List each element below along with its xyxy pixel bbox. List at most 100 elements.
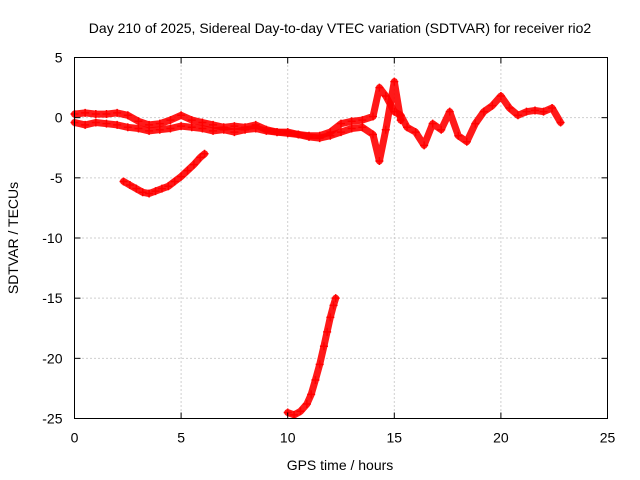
data-point-marker [445, 107, 454, 116]
data-point-marker [420, 141, 429, 150]
x-tick-label: 10 [280, 430, 296, 446]
data-point-marker [102, 119, 111, 128]
data-point-marker [273, 128, 282, 137]
data-point-marker [262, 126, 271, 135]
chart-title: Day 210 of 2025, Sidereal Day-to-day VTE… [89, 20, 592, 36]
data-point-marker [505, 104, 514, 113]
data-point-marker [157, 184, 166, 193]
data-point-marker [113, 108, 122, 117]
x-tick-label: 25 [600, 430, 616, 446]
data-point-marker [319, 342, 328, 351]
data-point-marker [390, 77, 399, 86]
data-point-marker [187, 123, 196, 132]
y-tick-label: -10 [42, 230, 62, 246]
data-point-marker [311, 375, 320, 384]
y-tick-label: -5 [50, 170, 63, 186]
series-trace [71, 84, 565, 149]
data-point-marker [437, 125, 446, 134]
data-point-marker [428, 119, 437, 128]
data-point-marker [358, 123, 367, 132]
data-point-marker [290, 410, 299, 419]
data-point-marker [177, 122, 186, 131]
data-point-marker [471, 119, 480, 128]
data-point-marker [337, 119, 345, 128]
x-tick-label: 15 [387, 430, 403, 446]
data-point-marker [251, 124, 260, 133]
data-point-marker [326, 131, 335, 140]
data-point-marker [132, 184, 141, 193]
data-point-marker [196, 153, 205, 162]
series-track-a [70, 83, 565, 150]
data-point-marker [125, 181, 134, 190]
series-track-c [119, 149, 209, 198]
data-point-marker [315, 134, 324, 143]
data-point-marker [138, 188, 147, 197]
data-point-marker [209, 126, 218, 135]
data-point-marker [522, 107, 531, 116]
data-point-marker [454, 131, 463, 140]
data-point-marker [539, 107, 548, 116]
data-point-marker [513, 111, 522, 120]
y-tick-label: 5 [55, 50, 63, 66]
data-point-marker [145, 189, 154, 198]
data-point-marker [488, 101, 497, 110]
data-point-marker [123, 111, 132, 120]
data-point-marker [283, 129, 292, 138]
x-tick-label: 5 [177, 430, 185, 446]
data-point-marker [166, 116, 175, 125]
data-point-marker [119, 177, 128, 186]
data-point-marker [296, 407, 305, 416]
data-point-marker [91, 118, 100, 127]
data-point-marker [315, 360, 324, 369]
x-axis-label: GPS time / hours [287, 457, 394, 473]
data-point-marker [479, 107, 488, 116]
data-point-marker [411, 128, 420, 137]
data-point-marker [531, 106, 540, 115]
data-point-marker [396, 116, 405, 125]
data-point-marker [102, 110, 111, 119]
data-point-marker [358, 116, 367, 125]
series-track-d [283, 294, 340, 419]
data-point-marker [177, 172, 186, 181]
data-point-marker [200, 149, 209, 158]
data-point-marker [347, 124, 356, 133]
data-point-marker [368, 112, 377, 121]
x-axis-ticks: 0 5 10 15 20 25 [71, 57, 616, 446]
data-point-marker [134, 124, 143, 133]
x-tick-label: 0 [71, 430, 79, 446]
data-point-marker [81, 108, 90, 117]
data-point-marker [145, 126, 154, 135]
data-point-marker [113, 120, 122, 129]
data-point-marker [166, 124, 175, 133]
data-point-marker [307, 390, 316, 399]
data-point-marker [347, 117, 356, 126]
data-point-marker [219, 125, 228, 134]
data-point-marker [187, 116, 196, 125]
data-point-marker [496, 92, 505, 101]
data-point-marker [302, 400, 311, 409]
y-tick-label: -20 [42, 350, 62, 366]
data-point-marker [198, 124, 207, 133]
y-axis-label: SDTVAR / TECUs [5, 182, 21, 294]
y-tick-label: -25 [42, 411, 62, 427]
data-point-marker [81, 120, 90, 129]
data-point-marker [331, 294, 340, 303]
data-point-marker [294, 130, 303, 139]
data-point-marker [183, 166, 192, 175]
data-point-marker [326, 313, 335, 322]
data-point-marker [323, 327, 332, 336]
y-axis-ticks: 5 0 -5 -10 -15 -20 -25 [42, 50, 608, 427]
data-point-marker [368, 130, 377, 139]
data-point-marker [462, 137, 471, 146]
data-point-marker [375, 83, 384, 92]
y-tick-label: -15 [42, 290, 62, 306]
data-point-marker [375, 156, 384, 165]
data-point-marker [189, 160, 198, 169]
data-series-group [70, 77, 565, 419]
data-point-marker [177, 111, 186, 120]
data-point-marker [151, 187, 160, 196]
series-track-b [70, 77, 405, 165]
data-point-marker [556, 118, 565, 127]
